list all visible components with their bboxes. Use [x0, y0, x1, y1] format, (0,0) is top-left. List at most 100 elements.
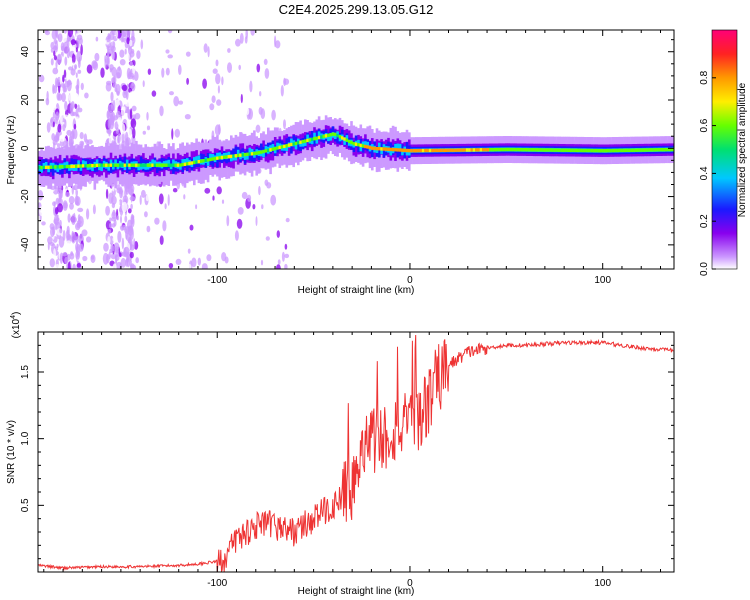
noise-blob: [76, 127, 81, 133]
noise-blob: [86, 236, 92, 243]
noise-blob: [58, 236, 65, 248]
noise-blob: [215, 59, 219, 67]
noise-blob: [53, 55, 58, 61]
noise-blob: [174, 128, 180, 138]
ridge-core-cell: [260, 150, 263, 154]
noise-blob: [41, 221, 46, 226]
noise-blob: [105, 188, 109, 199]
ridge-core-cell: [331, 132, 335, 136]
ridge-cell: [364, 141, 367, 148]
ridge-core-cell: [632, 148, 635, 152]
ridge-core-cell: [424, 148, 427, 153]
ridge-core-cell: [637, 148, 640, 152]
ridge-core-cell: [567, 148, 570, 152]
noise-blob: [148, 75, 153, 85]
noise-blob: [50, 226, 55, 238]
noise-blob: [154, 217, 160, 225]
noise-blob: [62, 83, 66, 93]
ridge-core-cell: [223, 155, 226, 159]
ridge-core-cell: [405, 148, 409, 153]
snr-background: [38, 332, 674, 572]
noise-blob: [202, 78, 208, 89]
noise-blob: [263, 58, 268, 65]
noise-blob: [221, 76, 224, 86]
noise-blob: [132, 127, 136, 139]
ridge-cell: [139, 164, 143, 170]
noise-blob: [54, 40, 59, 53]
ridge-cell: [123, 156, 127, 169]
noise-blob: [140, 39, 144, 50]
noise-blob: [204, 187, 211, 194]
ridge-core-cell: [225, 155, 228, 159]
noise-blob: [130, 190, 133, 203]
colorbar-frame: [711, 29, 738, 270]
noise-blob: [126, 117, 131, 128]
ridge-core-cell: [172, 163, 175, 167]
ridge-core-cell: [213, 156, 217, 161]
ridge-core-cell: [371, 146, 374, 150]
ridge-core-cell: [482, 148, 485, 152]
ridge-core-cell: [130, 163, 133, 167]
ridge-core-cell: [241, 153, 244, 157]
noise-blob: [75, 72, 78, 78]
ridge-core-cell: [77, 164, 80, 168]
noise-blob: [112, 76, 116, 84]
ridge-cell: [109, 159, 113, 167]
noise-blob: [109, 235, 114, 245]
noise-blob: [285, 217, 290, 223]
ridge-core-cell: [287, 143, 291, 147]
ridge-cell: [137, 163, 140, 171]
ridge-core-cell: [354, 142, 358, 146]
noise-blob: [188, 263, 192, 269]
noise-blob: [146, 111, 149, 121]
ridge-cell: [216, 154, 219, 168]
ridge-core-cell: [526, 148, 529, 152]
ridge-cell: [216, 152, 219, 159]
noise-blob: [107, 47, 110, 58]
noise-blob: [74, 103, 78, 109]
noise-blob: [200, 69, 204, 78]
ridge-core-cell: [234, 154, 237, 158]
noise-blob: [212, 68, 218, 74]
noise-blob: [182, 255, 185, 263]
ridge-cell: [260, 143, 263, 156]
noise-blob: [80, 82, 84, 91]
ridge-core-cell: [646, 148, 649, 152]
noise-blob: [56, 243, 59, 248]
ridge-core-cell: [42, 165, 45, 170]
ridge-core-cell: [361, 144, 365, 148]
noise-blob: [159, 105, 164, 117]
ridge-core-cell: [583, 148, 587, 153]
ridge-core-cell: [495, 147, 499, 152]
noise-blob: [76, 51, 83, 63]
noise-blob: [78, 216, 84, 228]
noise-blob: [67, 261, 71, 269]
noise-blob: [249, 80, 253, 93]
ridge-core-cell: [253, 151, 256, 156]
noise-blob: [107, 228, 112, 234]
ridge-cell: [70, 158, 73, 169]
ridge-cell: [79, 165, 83, 171]
noise-blob: [53, 85, 58, 94]
ridge-core-cell: [604, 149, 607, 153]
ridge-core-cell: [195, 160, 198, 164]
ridge-core-cell: [519, 148, 522, 152]
noise-blob: [39, 206, 44, 217]
colorbar-label: Normalized spectral amplitude: [737, 82, 748, 217]
ridge-core-cell: [216, 156, 219, 160]
noise-blob: [135, 257, 139, 264]
spectrogram-frame: [37, 29, 675, 270]
noise-blob: [173, 96, 180, 107]
noise-blob: [191, 257, 197, 268]
noise-blob: [124, 188, 127, 198]
noise-blob: [64, 119, 67, 128]
ridge-core-cell: [452, 148, 455, 152]
noise-blob: [280, 85, 284, 97]
ridge-cell: [125, 159, 129, 167]
noise-blob: [234, 230, 239, 241]
noise-blob: [258, 185, 261, 196]
noise-blob: [115, 127, 119, 135]
noise-blob: [129, 39, 133, 47]
ridge-core-cell: [40, 165, 43, 170]
ridge-cell: [250, 149, 254, 155]
